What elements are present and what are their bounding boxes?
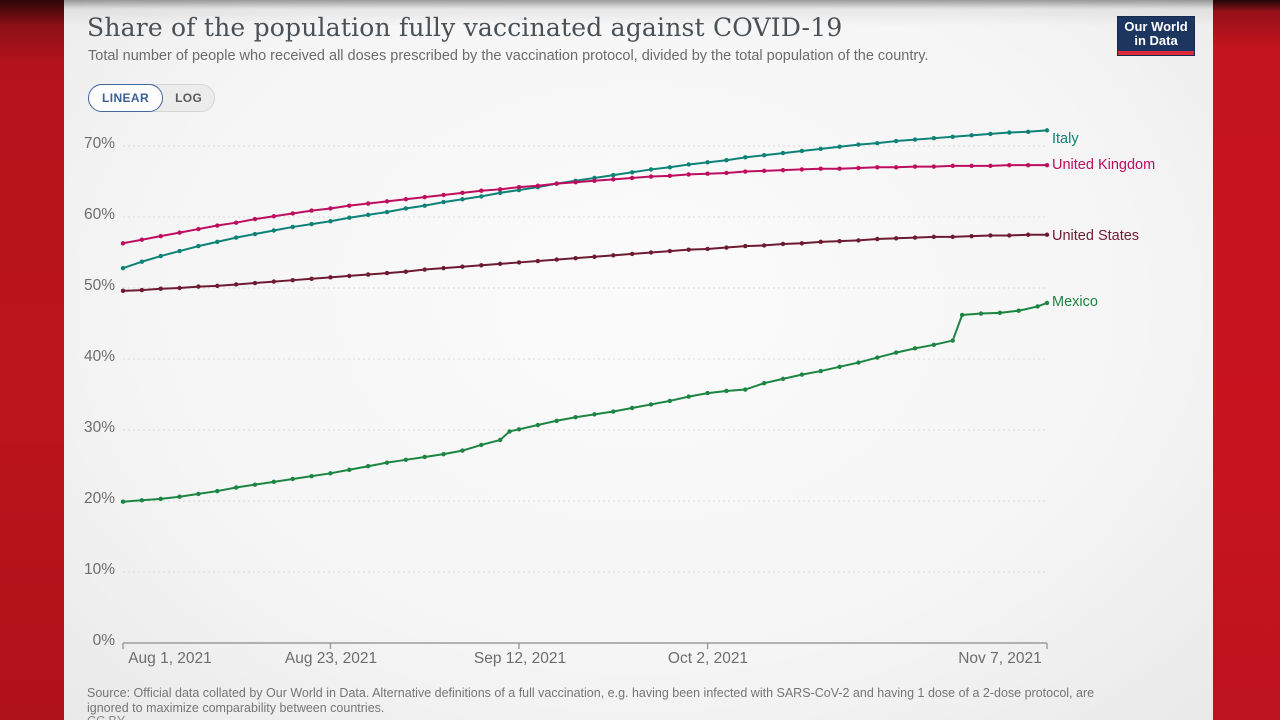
y-tick-30: 30% xyxy=(83,419,115,436)
x-tick-aug1: Aug 1, 2021 xyxy=(128,650,212,667)
y-tick-70: 70% xyxy=(83,135,115,152)
y-tick-20: 20% xyxy=(83,490,115,507)
source-line-1: Source: Official data collated by Our Wo… xyxy=(87,686,1095,700)
line-chart: 0% 10% 20% 30% 40% 50% 60% 70% Aug 1, 20… xyxy=(64,0,1213,720)
chart-plot-area[interactable] xyxy=(64,0,1213,720)
y-tick-60: 60% xyxy=(83,206,115,223)
x-tick-aug23: Aug 23, 2021 xyxy=(284,650,378,667)
owid-logo-red-bar xyxy=(1118,51,1194,55)
owid-chart-panel: Share of the population fully vaccinated… xyxy=(64,0,1213,720)
video-background-right xyxy=(1213,0,1280,720)
source-line-2: ignored to maximize comparability betwee… xyxy=(87,700,385,715)
source-note: Source: Official data collated by Our Wo… xyxy=(87,686,1177,715)
scale-toggle: LINEAR LOG xyxy=(88,84,216,112)
owid-logo[interactable]: Our World in Data xyxy=(1117,16,1195,56)
license-badge: CC BY xyxy=(87,714,125,720)
x-tick-sep12: Sep 12, 2021 xyxy=(473,650,567,667)
log-scale-button[interactable]: LOG xyxy=(175,91,203,105)
chart-subtitle: Total number of people who received all … xyxy=(88,48,929,64)
y-tick-40: 40% xyxy=(83,348,115,365)
owid-logo-line2: in Data xyxy=(1134,33,1178,48)
owid-logo-line1: Our World xyxy=(1124,19,1188,34)
page-title: Share of the population fully vaccinated… xyxy=(87,13,843,42)
series-label-united-states: United States xyxy=(1052,228,1140,244)
x-tick-oct2: Oct 2, 2021 xyxy=(667,650,749,667)
series-label-mexico: Mexico xyxy=(1052,294,1098,310)
video-background-left xyxy=(0,0,64,720)
series-label-italy: Italy xyxy=(1052,131,1079,147)
series-label-united-kingdom: United Kingdom xyxy=(1052,157,1156,173)
y-tick-10: 10% xyxy=(83,561,115,578)
y-tick-50: 50% xyxy=(83,277,115,294)
x-tick-nov7: Nov 7, 2021 xyxy=(958,650,1042,667)
linear-scale-button[interactable]: LINEAR xyxy=(88,84,164,112)
y-tick-0: 0% xyxy=(92,632,115,649)
